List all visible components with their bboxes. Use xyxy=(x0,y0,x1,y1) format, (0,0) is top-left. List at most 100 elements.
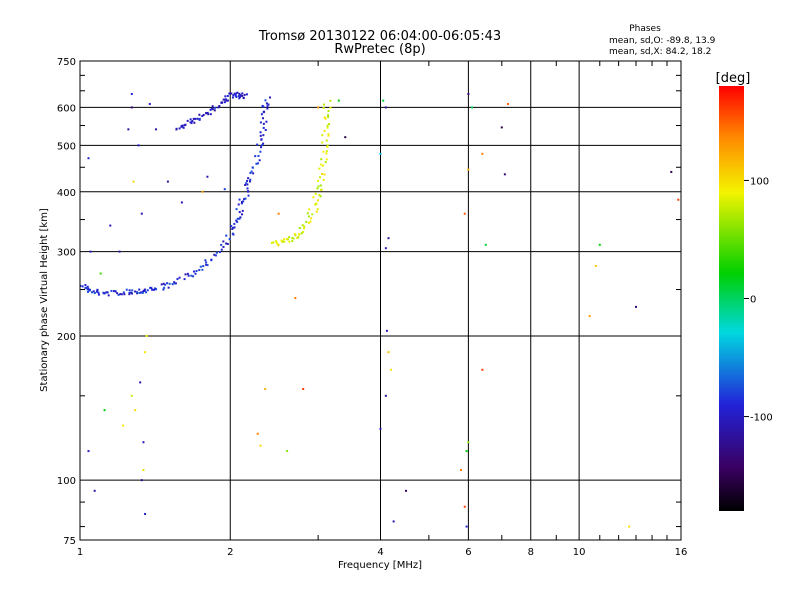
trace-point xyxy=(258,159,261,162)
trace-point xyxy=(194,117,197,120)
trace-point xyxy=(209,113,212,116)
trace-point xyxy=(267,103,270,106)
trace-point xyxy=(220,243,223,246)
trace-point xyxy=(305,220,308,223)
trace-point xyxy=(246,179,249,182)
trace-point xyxy=(239,95,242,98)
trace-point xyxy=(315,202,318,205)
trace-point xyxy=(223,101,226,104)
scatter-point xyxy=(142,469,145,472)
trace-point xyxy=(321,141,324,144)
trace-point xyxy=(262,105,265,108)
trace-point xyxy=(112,290,115,293)
trace-point xyxy=(120,293,123,296)
trace-point xyxy=(235,208,238,211)
trace-point xyxy=(261,144,264,147)
trace-point xyxy=(138,292,141,295)
trace-point xyxy=(97,293,100,296)
trace-point xyxy=(240,202,243,205)
trace-point xyxy=(239,94,242,97)
trace-point xyxy=(150,286,153,289)
trace-point xyxy=(176,278,179,281)
trace-point xyxy=(322,178,325,181)
trace-point xyxy=(259,134,262,137)
trace-point xyxy=(144,291,147,294)
y-tick-label: 100 xyxy=(57,476,76,487)
trace-point xyxy=(202,265,205,268)
trace-point xyxy=(90,291,93,294)
trace-point xyxy=(262,122,265,125)
trace-point xyxy=(262,142,265,145)
trace-point xyxy=(175,128,178,131)
x-tick-label: 2 xyxy=(227,547,233,558)
scatter-point xyxy=(467,168,470,171)
scatter-point xyxy=(387,237,390,240)
trace-point xyxy=(192,275,195,278)
trace-point xyxy=(232,226,235,229)
scatter-point xyxy=(256,432,259,435)
trace-point xyxy=(281,240,284,243)
trace-point xyxy=(235,219,238,222)
trace-point xyxy=(220,248,223,251)
trace-point xyxy=(320,188,323,191)
scatter-point xyxy=(405,489,408,492)
plot-frame xyxy=(79,60,682,541)
scatter-point xyxy=(588,315,591,318)
scatter-point xyxy=(384,106,387,109)
scatter-point xyxy=(384,247,387,250)
trace-point xyxy=(244,183,247,186)
trace-point xyxy=(218,251,221,254)
trace-point xyxy=(246,183,249,186)
trace-point xyxy=(324,117,327,120)
scatter-point xyxy=(148,102,151,105)
scatter-point xyxy=(470,106,473,109)
trace-point xyxy=(249,172,252,175)
scatter-point xyxy=(223,188,226,191)
scatter-point xyxy=(144,288,147,291)
scatter-point xyxy=(506,102,509,105)
trace-point xyxy=(260,146,263,149)
trace-point xyxy=(84,283,87,286)
trace-point xyxy=(277,244,280,247)
trace-point xyxy=(151,288,154,291)
trace-point xyxy=(105,291,108,294)
trace-point xyxy=(247,194,250,197)
trace-point xyxy=(250,170,253,173)
trace-point xyxy=(229,92,232,95)
scatter-point xyxy=(89,250,92,253)
x-tick-label: 1 xyxy=(77,547,83,558)
x-tick-label: 8 xyxy=(528,547,534,558)
trace-point xyxy=(164,283,167,286)
trace-point xyxy=(189,121,192,124)
stats-o-mode: mean, sd,O: -89.8, 13.9 xyxy=(609,36,716,46)
trace-point xyxy=(213,253,216,256)
scatter-point xyxy=(503,173,506,176)
trace-point xyxy=(241,209,244,212)
scatter-point xyxy=(463,505,466,508)
trace-point xyxy=(222,240,225,243)
trace-point xyxy=(230,225,233,228)
trace-point xyxy=(320,163,323,166)
trace-point xyxy=(224,95,227,98)
trace-point xyxy=(162,282,165,285)
trace-point xyxy=(181,125,184,128)
trace-point xyxy=(93,291,96,294)
trace-point xyxy=(110,289,113,292)
trace-point xyxy=(92,290,95,293)
trace-point xyxy=(316,208,319,211)
scatter-point xyxy=(379,152,382,155)
trace-point xyxy=(325,158,328,161)
trace-point xyxy=(198,269,201,272)
scatter-point xyxy=(155,128,158,131)
trace-point xyxy=(231,227,234,230)
trace-point xyxy=(293,233,296,236)
trace-point xyxy=(225,99,228,102)
trace-point xyxy=(238,198,241,201)
trace-point xyxy=(149,286,152,289)
scatter-point xyxy=(139,381,142,384)
scatter-point xyxy=(337,99,340,102)
trace-point xyxy=(214,254,217,257)
trace-point xyxy=(256,143,259,146)
trace-point xyxy=(263,110,266,113)
trace-point xyxy=(87,287,90,290)
